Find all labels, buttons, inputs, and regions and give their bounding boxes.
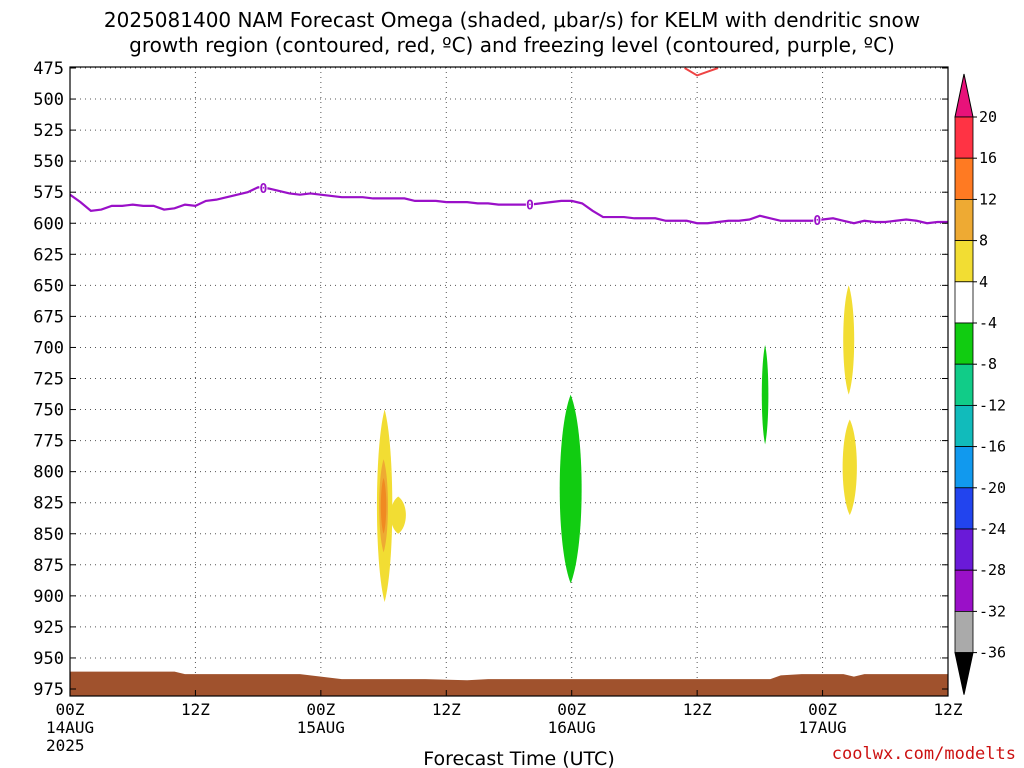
x-tick-label-12-0: 12Z — [181, 700, 210, 719]
plot-frame — [69, 66, 949, 697]
colorbar-swatch-8 — [954, 404, 974, 447]
x-axis-title: Forecast Time (UTC) — [423, 748, 614, 768]
colorbar-swatch-2 — [954, 157, 974, 200]
x-tick-label-24-1: 15AUG — [297, 718, 345, 737]
freezing-level-label-2: 0 — [526, 199, 534, 214]
colorbar-label-14: -36 — [979, 644, 1006, 662]
x-tick-label-72-1: 17AUG — [798, 718, 846, 737]
y-tick-label-875: 875 — [33, 556, 64, 576]
colorbar-swatch-3 — [954, 198, 974, 241]
colorbar-swatch-7 — [954, 363, 974, 406]
colorbar-swatch-4 — [954, 240, 974, 283]
colorbar-swatch-13 — [954, 611, 974, 654]
colorbar-label-11: -24 — [979, 520, 1006, 538]
y-tick-label-975: 975 — [33, 680, 64, 700]
x-tick-label-60-0: 12Z — [683, 700, 712, 719]
dgz-contour-line — [684, 67, 719, 77]
y-tick-label-775: 775 — [33, 432, 64, 452]
y-tick-label-850: 850 — [33, 525, 64, 545]
colorbar-label-13: -32 — [979, 602, 1006, 620]
colorbar-label-5: 4 — [979, 273, 988, 291]
x-tick-label-0-0: 00Z — [56, 700, 85, 719]
omega-shading-region-6 — [761, 344, 769, 445]
chart-title-line-2: growth region (contoured, red, ºC) and f… — [129, 33, 895, 57]
colorbar-label-4: 8 — [979, 232, 988, 250]
freezing-level-label-bg-1 — [259, 180, 268, 194]
y-tick-label-475: 475 — [33, 59, 64, 79]
colorbar-label-1: 20 — [979, 108, 997, 126]
colorbar-swatch-5 — [954, 281, 974, 324]
colorbar-bottom-arrow — [954, 652, 974, 695]
colorbar-swatch-1 — [954, 116, 974, 159]
y-tick-label-625: 625 — [33, 245, 64, 265]
freezing-level-line — [70, 186, 948, 225]
watermark: coolwx.com/modelts — [831, 744, 1016, 764]
colorbar-label-6: -4 — [979, 314, 997, 332]
omega-shading-region-3 — [380, 477, 387, 534]
colorbar-label-8: -12 — [979, 396, 1006, 414]
colorbar-swatch-12 — [954, 569, 974, 612]
x-tick-label-0-2: 2025 — [46, 736, 85, 755]
y-tick-label-650: 650 — [33, 276, 64, 296]
colorbar-label-12: -28 — [979, 561, 1006, 579]
y-tick-label-950: 950 — [33, 649, 64, 669]
y-tick-label-500: 500 — [33, 90, 64, 110]
y-tick-label-700: 700 — [33, 338, 64, 358]
colorbar-swatch-9 — [954, 446, 974, 489]
x-tick-label-72-0: 00Z — [808, 700, 837, 719]
y-tick-label-675: 675 — [33, 307, 64, 327]
colorbar-label-10: -20 — [979, 479, 1006, 497]
freezing-level-label-bg-3 — [813, 213, 822, 227]
x-tick-label-48-0: 00Z — [557, 700, 586, 719]
y-tick-label-725: 725 — [33, 370, 64, 390]
colorbar-label-9: -16 — [979, 438, 1006, 456]
y-tick-label-600: 600 — [33, 214, 64, 234]
colorbar-swatch-11 — [954, 528, 974, 571]
colorbar-label-2: 16 — [979, 149, 997, 167]
omega-shading-region-7 — [843, 285, 855, 395]
x-tick-label-48-1: 16AUG — [548, 718, 596, 737]
colorbar-label-3: 12 — [979, 190, 997, 208]
omega-shading-region-8 — [842, 419, 857, 516]
y-tick-label-900: 900 — [33, 587, 64, 607]
freezing-level-label-3: 0 — [813, 214, 821, 229]
y-tick-label-800: 800 — [33, 463, 64, 483]
chart-title-line-1: 2025081400 NAM Forecast Omega (shaded, μ… — [103, 8, 921, 32]
x-tick-label-0-1: 14AUG — [46, 718, 94, 737]
freezing-level-label-bg-2 — [525, 197, 534, 211]
y-tick-label-550: 550 — [33, 152, 64, 172]
y-tick-label-575: 575 — [33, 183, 64, 203]
colorbar-swatch-6 — [954, 322, 974, 365]
colorbar-top-arrow — [954, 73, 974, 118]
x-tick-label-24-0: 00Z — [306, 700, 335, 719]
colorbar-label-7: -8 — [979, 355, 997, 373]
omega-shading-region-4 — [390, 496, 406, 534]
y-tick-label-750: 750 — [33, 401, 64, 421]
y-tick-label-825: 825 — [33, 494, 64, 514]
omega-shading-region-5 — [559, 394, 582, 584]
y-tick-label-525: 525 — [33, 121, 64, 141]
freezing-level-label-1: 0 — [259, 182, 267, 197]
colorbar-swatch-10 — [954, 487, 974, 530]
y-tick-label-925: 925 — [33, 618, 64, 638]
x-tick-label-36-0: 12Z — [432, 700, 461, 719]
terrain-fill — [70, 671, 948, 696]
x-tick-label-84-0: 12Z — [934, 700, 963, 719]
